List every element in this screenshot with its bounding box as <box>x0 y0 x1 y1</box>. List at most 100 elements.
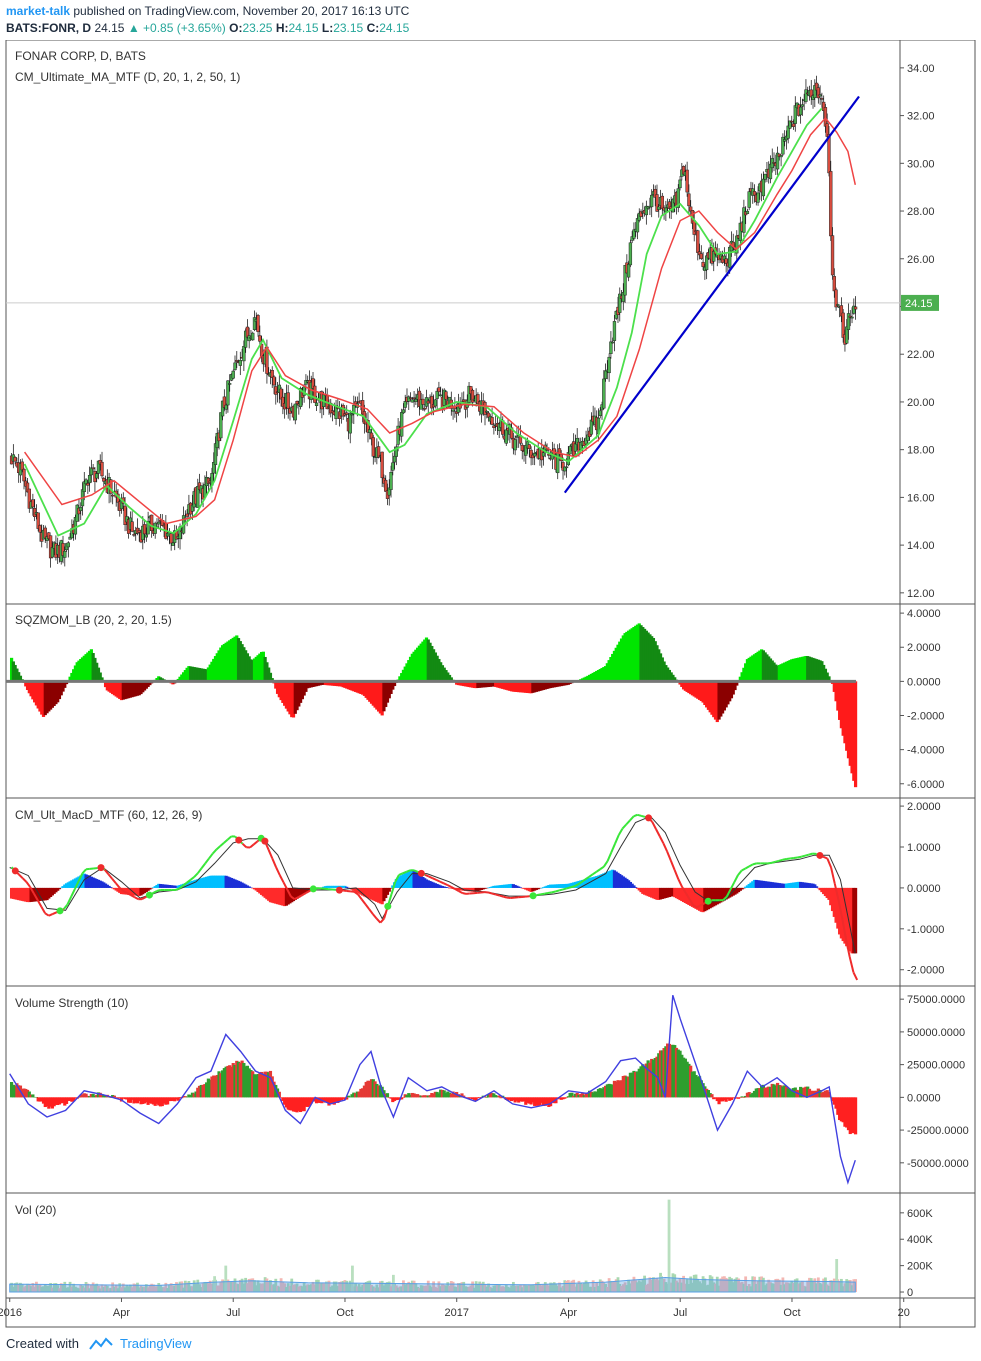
volume-bar <box>513 1285 517 1293</box>
sqzmom-bar <box>332 681 336 686</box>
macd-line-seg <box>551 890 556 894</box>
macd-line-seg <box>394 874 400 883</box>
macd-line-seg <box>44 912 50 917</box>
volume-strength-bar <box>440 1089 445 1098</box>
volume-strength-bar <box>228 1065 232 1098</box>
y-tick-label: -25000.0000 <box>907 1125 969 1137</box>
macd-line-seg <box>737 869 743 876</box>
macd-hist-bar <box>572 882 576 888</box>
sqzmom-bar <box>281 681 285 703</box>
macd-line-seg <box>443 882 448 886</box>
volume-strength-bar <box>357 1091 361 1098</box>
volume-bar <box>793 1279 797 1293</box>
candle-body <box>798 106 803 116</box>
macd-hist-bar <box>502 884 507 888</box>
volume-strength-bar <box>33 1096 37 1098</box>
macd-hist-bar <box>43 887 47 901</box>
volume-strength-bar <box>279 1097 283 1098</box>
macd-hist-bar <box>222 875 226 888</box>
volume-bar <box>655 1278 659 1293</box>
sqzmom-bar <box>194 667 198 682</box>
volume-strength-bar <box>486 1094 491 1098</box>
volume-bar <box>159 1285 162 1293</box>
macd-line-seg <box>40 906 46 914</box>
macd-hist-bar <box>579 880 583 888</box>
volume-bar <box>380 1280 384 1293</box>
volume-bar <box>107 1288 111 1293</box>
candle-body <box>231 370 235 379</box>
volume-strength-bar <box>396 1097 400 1100</box>
tradingview-brand[interactable]: TradingView <box>120 1336 192 1351</box>
volume-strength-bar <box>749 1094 753 1098</box>
macd-hist-bar <box>377 887 381 903</box>
volume-strength-bar <box>701 1083 705 1098</box>
volume-bar <box>113 1286 116 1293</box>
price-change: ▲ +0.85 (+3.65%) <box>127 21 226 35</box>
sqzmom-bar <box>547 681 551 689</box>
candle-body <box>850 316 854 319</box>
macd-hist-bar <box>268 887 273 903</box>
volume-strength-bar <box>307 1097 312 1106</box>
volume-strength-bar <box>685 1061 689 1098</box>
macd-hist-bar <box>414 872 418 888</box>
volume-bar <box>556 1285 560 1293</box>
macd-line-seg <box>353 890 359 896</box>
candle-body <box>272 376 276 386</box>
volume-bar <box>368 1280 372 1293</box>
macd-hist-bar <box>382 887 386 902</box>
macd-hist-bar <box>536 887 540 890</box>
volume-bar <box>623 1282 627 1293</box>
candle-body <box>437 387 441 392</box>
candle-body <box>834 289 838 308</box>
sqzmom-bar <box>492 681 496 687</box>
sqzmom-bar <box>635 624 640 682</box>
volume-strength-bar <box>658 1050 663 1098</box>
volume-bar <box>40 1286 44 1293</box>
volume-strength-bar <box>391 1097 395 1103</box>
chart-area[interactable]: 34.0032.0030.0028.0026.0024.0022.0020.00… <box>0 40 981 1328</box>
sqzmom-bar <box>752 654 757 682</box>
volume-bar <box>746 1285 749 1293</box>
y-tick-label: 28.00 <box>907 206 935 218</box>
macd-hist-bar <box>692 887 696 908</box>
volume-strength-bar <box>657 1053 661 1098</box>
volume-strength-bar <box>639 1066 643 1098</box>
author-link[interactable]: market-talk <box>6 4 71 18</box>
volume-bar <box>327 1280 331 1293</box>
volume-bar <box>602 1282 606 1293</box>
volume-strength-bar <box>495 1096 500 1098</box>
sqzmom-bar <box>827 676 831 682</box>
candle-body <box>655 194 659 212</box>
macd-hist-bar <box>467 887 471 892</box>
volume-bar <box>339 1281 343 1293</box>
volume-bar <box>646 1283 650 1293</box>
candle-body <box>827 134 831 174</box>
macd-line-seg <box>134 896 139 901</box>
sqzmom-bar <box>364 681 368 698</box>
macd-hist-bar <box>146 887 150 891</box>
volume-strength-bar <box>550 1097 554 1103</box>
volume-bar <box>620 1285 623 1293</box>
volume-bar <box>387 1281 391 1293</box>
macd-line-seg <box>70 888 76 898</box>
macd-hist-bar <box>777 883 781 888</box>
macd-hist-bar <box>721 887 725 902</box>
macd-hist-bar <box>655 887 659 900</box>
sqzmom-bar <box>536 681 540 692</box>
volume-strength-bar <box>330 1097 335 1105</box>
volume-strength-bar <box>600 1089 604 1098</box>
volume-strength-bar <box>799 1086 803 1098</box>
volume-strength-bar <box>814 1090 819 1098</box>
sqzmom-bar <box>841 681 845 736</box>
sqzmom-bar <box>25 681 30 690</box>
macd-line-seg <box>66 896 73 905</box>
volume-bar <box>751 1276 755 1293</box>
macd-hist-bar <box>178 884 182 888</box>
sqzmom-bar <box>501 681 505 689</box>
sqzmom-bar <box>724 681 728 708</box>
volume-bar <box>613 1281 616 1293</box>
volume-strength-bar <box>763 1087 767 1098</box>
open-value: 23.25 <box>242 21 273 35</box>
volume-bar <box>740 1281 744 1293</box>
